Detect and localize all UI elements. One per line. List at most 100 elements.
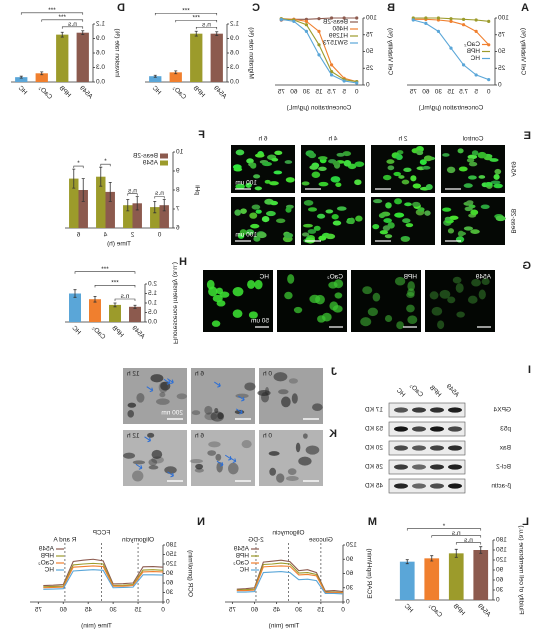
cell bbox=[495, 215, 506, 222]
legend-label: A549 bbox=[38, 546, 54, 553]
cell bbox=[264, 179, 271, 184]
cell bbox=[437, 320, 445, 330]
x-tick-label: HPB bbox=[110, 325, 124, 339]
organelle bbox=[204, 405, 213, 415]
blot-strip bbox=[388, 459, 466, 475]
cell bbox=[393, 171, 402, 177]
cell bbox=[250, 162, 257, 169]
significance-bracket bbox=[154, 196, 165, 199]
organelle bbox=[151, 456, 164, 464]
cell bbox=[494, 168, 502, 175]
y-tick-label: 60 bbox=[166, 580, 174, 587]
cell bbox=[449, 215, 459, 220]
significance-label: n.s bbox=[127, 187, 136, 194]
image-label: CaO₂ bbox=[327, 274, 343, 281]
arrow bbox=[163, 378, 171, 385]
significance-bracket bbox=[74, 271, 136, 274]
cell bbox=[309, 165, 319, 170]
significance-bracket bbox=[127, 193, 138, 196]
cell bbox=[467, 154, 478, 160]
cell bbox=[407, 315, 418, 325]
cell bbox=[283, 232, 294, 239]
y-tick-label: 0 bbox=[366, 82, 370, 89]
error-bar bbox=[153, 201, 157, 214]
scale-label: 50 um bbox=[251, 318, 269, 325]
size-label: 53 KD bbox=[365, 426, 383, 433]
cell bbox=[318, 181, 329, 187]
event-label: 2-DG bbox=[248, 537, 264, 544]
cell bbox=[328, 281, 338, 289]
significance-label: n.s bbox=[451, 530, 460, 537]
point bbox=[487, 78, 491, 82]
x-tick-label: 7.5 bbox=[459, 89, 468, 96]
column-label: 2 h bbox=[398, 136, 407, 143]
cell bbox=[447, 296, 456, 304]
cell bbox=[468, 175, 477, 180]
image-label: A549 bbox=[475, 274, 491, 281]
x-axis-label: Time (min) bbox=[81, 623, 112, 630]
significance-bracket bbox=[431, 535, 482, 538]
point bbox=[436, 16, 441, 20]
cell bbox=[275, 218, 286, 224]
y-axis-label: OCR (pmol/min) bbox=[186, 550, 193, 597]
x-tick-label: 75 bbox=[228, 607, 236, 614]
organelle bbox=[305, 445, 320, 455]
x-tick-label: 15 bbox=[134, 607, 142, 614]
y-axis-label: ECAR (mpH/min) bbox=[365, 548, 372, 598]
band bbox=[430, 464, 444, 470]
significance-bracket bbox=[455, 542, 482, 545]
cell bbox=[301, 181, 310, 186]
image-label: 6 h bbox=[195, 433, 204, 440]
cell bbox=[249, 212, 258, 219]
band bbox=[394, 426, 408, 432]
bar bbox=[89, 299, 101, 322]
y-tick-label: 120 bbox=[496, 557, 507, 564]
bar bbox=[109, 304, 121, 322]
bar bbox=[399, 561, 415, 600]
x-tick-label: 0 bbox=[161, 607, 165, 614]
y-tick-label: 0.9 bbox=[230, 35, 239, 42]
significance-bracket bbox=[114, 298, 136, 301]
cell bbox=[386, 159, 395, 164]
panel-label: F bbox=[198, 129, 205, 141]
cell bbox=[318, 235, 327, 241]
point bbox=[474, 18, 478, 22]
error-bar bbox=[454, 548, 458, 558]
lane-label: HC bbox=[395, 387, 407, 399]
series-line bbox=[236, 559, 344, 593]
arrow bbox=[167, 471, 174, 478]
series-line bbox=[43, 569, 164, 590]
cell bbox=[262, 161, 272, 167]
organelle bbox=[147, 432, 155, 438]
size-label: 45 KD bbox=[365, 483, 383, 490]
panel-label: I bbox=[528, 364, 531, 376]
y-tick-label: 1.2 bbox=[96, 21, 105, 28]
error-bar bbox=[135, 196, 139, 211]
cell bbox=[471, 150, 479, 156]
x-axis-label: Concentration (μg/mL) bbox=[287, 105, 352, 112]
arrow bbox=[237, 395, 245, 402]
cell bbox=[315, 294, 325, 305]
bar bbox=[123, 205, 133, 228]
point bbox=[292, 19, 296, 23]
lane-label: A549 bbox=[444, 383, 460, 399]
image-label: 12 h bbox=[127, 433, 140, 440]
x-tick-label: A549 bbox=[130, 324, 146, 340]
y-tick-label: 60 bbox=[346, 570, 354, 577]
organelle bbox=[208, 441, 221, 448]
x-tick-label: 15 bbox=[317, 607, 325, 614]
y-tick-label: 25 bbox=[498, 65, 506, 72]
cell bbox=[382, 174, 392, 181]
cell bbox=[348, 217, 355, 225]
x-tick-label: HC bbox=[70, 324, 82, 336]
cell bbox=[355, 215, 363, 222]
bar bbox=[190, 33, 203, 82]
error-bar bbox=[133, 304, 137, 309]
cell bbox=[463, 183, 473, 188]
band bbox=[430, 445, 444, 451]
arrow bbox=[146, 386, 154, 393]
protein-label: p53 bbox=[500, 426, 511, 433]
organelle bbox=[281, 396, 291, 408]
